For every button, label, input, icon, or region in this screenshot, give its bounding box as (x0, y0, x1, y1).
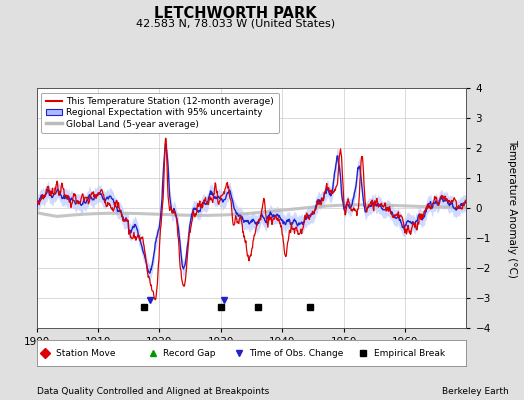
Y-axis label: Temperature Anomaly (°C): Temperature Anomaly (°C) (507, 138, 517, 278)
Text: LETCHWORTH PARK: LETCHWORTH PARK (155, 6, 317, 21)
Text: 42.583 N, 78.033 W (United States): 42.583 N, 78.033 W (United States) (136, 18, 335, 28)
Text: Berkeley Earth: Berkeley Earth (442, 387, 508, 396)
Text: Empirical Break: Empirical Break (374, 348, 445, 358)
Legend: This Temperature Station (12-month average), Regional Expectation with 95% uncer: This Temperature Station (12-month avera… (41, 92, 279, 133)
Text: Time of Obs. Change: Time of Obs. Change (249, 348, 344, 358)
Text: Record Gap: Record Gap (163, 348, 216, 358)
Text: Station Move: Station Move (56, 348, 115, 358)
Text: Data Quality Controlled and Aligned at Breakpoints: Data Quality Controlled and Aligned at B… (37, 387, 269, 396)
